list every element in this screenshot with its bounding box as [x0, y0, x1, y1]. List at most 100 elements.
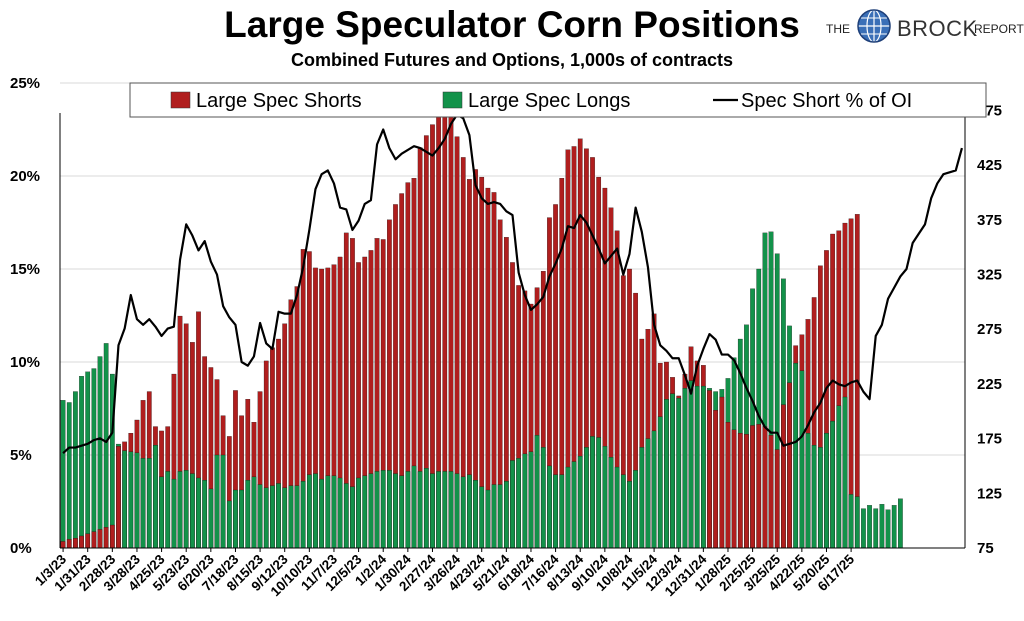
- longs-bar: [319, 478, 324, 549]
- shorts-bar: [725, 422, 731, 549]
- longs-bar: [590, 436, 595, 549]
- shorts-bar: [787, 382, 792, 549]
- longs-bar: [300, 481, 306, 549]
- longs-bar: [510, 460, 515, 549]
- longs-bar: [645, 438, 651, 549]
- x-axis-ticks: 1/3/231/31/232/28/233/28/234/25/235/23/2…: [32, 548, 858, 599]
- logo-brand: BROCK: [897, 16, 978, 41]
- longs-bar: [66, 402, 72, 549]
- longs-bar: [251, 476, 257, 549]
- longs-bar: [356, 477, 361, 549]
- longs-bar: [190, 473, 195, 549]
- longs-bar: [793, 362, 799, 549]
- legend-swatch-longs: [442, 91, 463, 109]
- longs-bar: [688, 380, 694, 549]
- longs-bar: [701, 385, 706, 549]
- chart-title: Large Speculator Corn Positions: [224, 4, 800, 45]
- logo-prefix: THE: [826, 22, 850, 36]
- longs-bar: [516, 458, 521, 549]
- longs-bar: [448, 471, 454, 549]
- longs-bar: [153, 445, 158, 549]
- longs-bar: [423, 468, 429, 549]
- longs-bar: [331, 475, 337, 549]
- shorts-bar: [744, 434, 749, 549]
- longs-bar: [97, 356, 103, 549]
- longs-bar: [177, 471, 183, 549]
- longs-bar: [399, 475, 405, 549]
- longs-bar: [854, 496, 860, 549]
- longs-bar: [134, 452, 140, 549]
- shorts-bar: [719, 396, 725, 549]
- longs-bar: [183, 470, 189, 549]
- longs-bar: [602, 446, 608, 549]
- longs-bar: [128, 451, 134, 549]
- longs-bar: [836, 405, 842, 549]
- longs-bar: [374, 471, 380, 549]
- longs-bar: [263, 487, 269, 549]
- longs-bar: [220, 454, 226, 549]
- longs-bar: [196, 477, 201, 549]
- longs-bar: [811, 445, 817, 549]
- longs-bar: [436, 471, 441, 549]
- longs-bar: [867, 505, 872, 549]
- legend-label-line: Spec Short % of OI: [741, 90, 912, 112]
- shorts-bar: [66, 539, 72, 549]
- left-tick-label: 5%: [10, 447, 32, 464]
- longs-bar: [343, 483, 349, 549]
- longs-bar: [294, 485, 300, 549]
- shorts-bar: [756, 424, 762, 549]
- longs-bar: [848, 494, 854, 549]
- left-tick-label: 20%: [10, 168, 40, 185]
- shorts-bar: [768, 435, 774, 549]
- longs-bar: [842, 396, 848, 549]
- shorts-bar: [91, 531, 97, 549]
- shorts-bar: [73, 538, 78, 549]
- chart-subtitle: Combined Futures and Options, 1,000s of …: [290, 50, 734, 70]
- longs-bar: [79, 376, 84, 549]
- longs-bar: [146, 458, 152, 549]
- logo-suffix: REPORT: [974, 22, 1024, 36]
- longs-bar: [633, 470, 638, 549]
- longs-bar: [73, 391, 78, 549]
- longs-bar: [417, 471, 423, 549]
- shorts-bar: [116, 446, 121, 549]
- left-tick-label: 25%: [10, 75, 40, 92]
- longs-bar: [676, 397, 682, 549]
- longs-bar: [504, 481, 509, 549]
- right-tick-label: 125: [977, 485, 1002, 502]
- longs-bar: [306, 474, 312, 549]
- longs-bar: [103, 343, 109, 549]
- shorts-bar: [762, 426, 768, 549]
- longs-bar: [861, 508, 866, 549]
- longs-bar: [325, 475, 331, 549]
- longs-bar: [467, 474, 472, 549]
- longs-bar: [288, 485, 294, 549]
- longs-bar: [368, 473, 374, 549]
- shorts-bar: [85, 533, 91, 549]
- longs-bar: [460, 476, 466, 549]
- longs-bar: [805, 432, 811, 549]
- longs-bar: [60, 400, 66, 549]
- right-tick-label: 175: [977, 431, 1002, 448]
- longs-bar: [479, 486, 485, 549]
- longs-bar: [442, 471, 448, 549]
- shorts-bar: [109, 524, 115, 549]
- longs-bar: [879, 504, 885, 549]
- longs-bar: [337, 477, 343, 549]
- longs-bar: [627, 481, 632, 549]
- shorts-bar: [781, 404, 786, 549]
- short-pct-line: [62, 113, 963, 454]
- shorts-bar: [774, 449, 780, 549]
- longs-bar: [534, 435, 540, 549]
- right-tick-label: 275: [977, 321, 1002, 338]
- right-tick-label: 225: [977, 376, 1002, 393]
- longs-bar: [245, 480, 251, 549]
- longs-bar: [387, 470, 392, 549]
- shorts-bar: [79, 535, 84, 549]
- right-tick-label: 325: [977, 267, 1002, 284]
- legend-swatch-shorts: [170, 91, 191, 109]
- longs-bar: [547, 465, 552, 549]
- longs-bar: [362, 475, 368, 549]
- longs-bar: [528, 451, 534, 549]
